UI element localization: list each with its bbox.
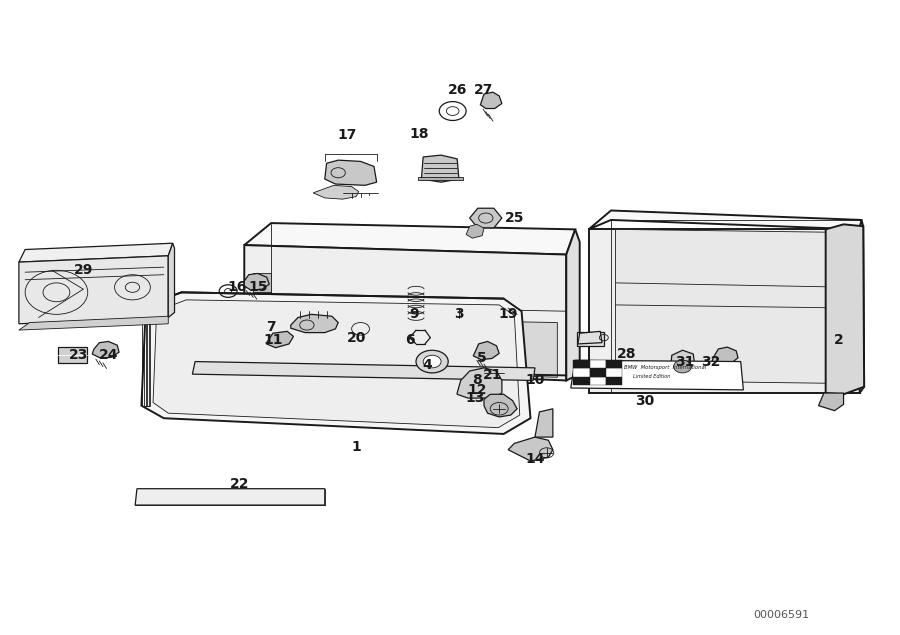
Polygon shape xyxy=(616,229,852,384)
Polygon shape xyxy=(135,489,325,505)
Text: 9: 9 xyxy=(410,307,419,321)
Polygon shape xyxy=(244,223,575,255)
Text: 14: 14 xyxy=(526,452,544,466)
Text: 26: 26 xyxy=(447,83,467,97)
Polygon shape xyxy=(19,256,168,324)
Polygon shape xyxy=(589,229,860,393)
Polygon shape xyxy=(712,347,738,364)
Text: 25: 25 xyxy=(505,211,524,225)
Text: 15: 15 xyxy=(248,280,267,294)
Bar xyxy=(418,177,463,180)
Bar xyxy=(590,368,606,377)
Polygon shape xyxy=(266,331,293,348)
Polygon shape xyxy=(484,394,518,417)
Polygon shape xyxy=(508,437,553,461)
Polygon shape xyxy=(818,393,843,411)
Bar xyxy=(590,360,606,368)
Text: 16: 16 xyxy=(228,280,247,294)
Polygon shape xyxy=(825,224,864,394)
Polygon shape xyxy=(313,185,359,199)
Text: 27: 27 xyxy=(474,83,494,97)
Bar xyxy=(606,360,622,368)
Text: 3: 3 xyxy=(454,307,464,321)
Bar xyxy=(280,314,334,340)
Text: 21: 21 xyxy=(483,368,503,382)
Text: 18: 18 xyxy=(409,127,428,141)
Text: 20: 20 xyxy=(346,331,365,345)
Polygon shape xyxy=(253,274,271,292)
Text: 7: 7 xyxy=(266,320,276,334)
Polygon shape xyxy=(193,361,535,380)
Text: 1: 1 xyxy=(351,439,361,453)
Polygon shape xyxy=(92,342,119,358)
Polygon shape xyxy=(470,208,502,228)
Text: 24: 24 xyxy=(99,348,118,362)
Polygon shape xyxy=(473,342,500,359)
Bar xyxy=(573,360,590,368)
Bar xyxy=(590,377,606,385)
Text: 00006591: 00006591 xyxy=(753,610,809,620)
Bar xyxy=(343,314,374,343)
Bar xyxy=(573,377,590,385)
Text: 19: 19 xyxy=(499,307,517,321)
Text: 11: 11 xyxy=(263,333,283,347)
Text: 17: 17 xyxy=(338,128,356,142)
Polygon shape xyxy=(421,155,459,182)
Text: 29: 29 xyxy=(74,264,93,277)
Bar xyxy=(606,368,622,377)
Polygon shape xyxy=(535,409,553,437)
Text: BMW  Motorsport  International: BMW Motorsport International xyxy=(625,364,706,370)
Text: Limited Edition: Limited Edition xyxy=(634,374,670,379)
Text: 30: 30 xyxy=(635,394,654,408)
Polygon shape xyxy=(244,274,269,290)
Polygon shape xyxy=(457,368,502,398)
Polygon shape xyxy=(669,351,696,384)
Text: 2: 2 xyxy=(834,333,844,347)
Text: 23: 23 xyxy=(69,348,88,362)
Text: 28: 28 xyxy=(617,347,637,361)
Polygon shape xyxy=(589,210,861,229)
Text: 32: 32 xyxy=(701,354,721,368)
Polygon shape xyxy=(19,243,173,262)
Circle shape xyxy=(416,351,448,373)
Text: 10: 10 xyxy=(526,373,544,387)
Polygon shape xyxy=(571,360,743,390)
Text: 8: 8 xyxy=(472,373,482,387)
Polygon shape xyxy=(271,318,557,377)
Text: 13: 13 xyxy=(465,391,485,405)
Polygon shape xyxy=(141,292,530,434)
Polygon shape xyxy=(860,220,864,393)
Polygon shape xyxy=(466,224,484,238)
Polygon shape xyxy=(153,300,520,427)
Text: 12: 12 xyxy=(467,383,487,397)
Polygon shape xyxy=(325,160,377,185)
Circle shape xyxy=(423,355,441,368)
Text: 4: 4 xyxy=(423,358,433,371)
Text: 31: 31 xyxy=(675,354,694,368)
Polygon shape xyxy=(291,314,338,333)
Polygon shape xyxy=(566,229,580,380)
Bar xyxy=(606,377,622,385)
Text: 22: 22 xyxy=(230,478,249,491)
Bar xyxy=(58,347,87,363)
Circle shape xyxy=(673,360,691,373)
Polygon shape xyxy=(481,92,502,109)
Bar xyxy=(573,368,590,377)
Polygon shape xyxy=(19,316,168,330)
Bar xyxy=(577,332,604,346)
Polygon shape xyxy=(168,243,175,318)
Text: 5: 5 xyxy=(476,351,486,365)
Polygon shape xyxy=(578,331,602,344)
Text: 6: 6 xyxy=(405,333,415,347)
Polygon shape xyxy=(244,245,566,380)
